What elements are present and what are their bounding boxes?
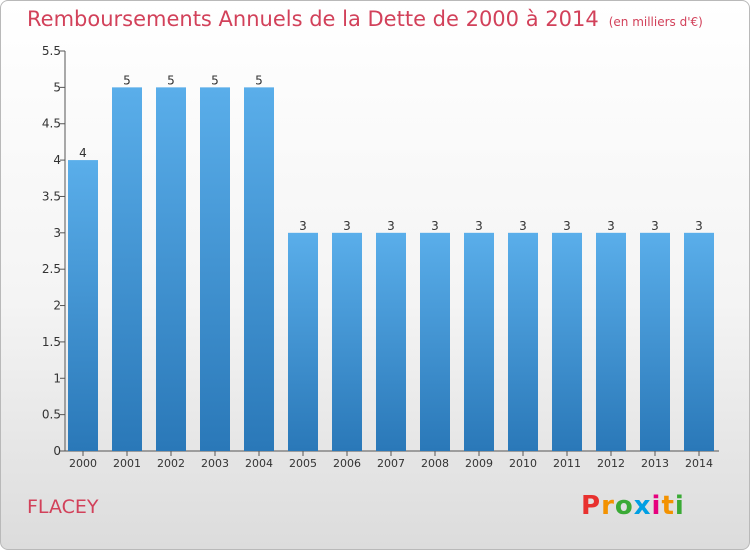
bar	[596, 232, 626, 451]
x-tick-label: 2005	[289, 457, 317, 470]
bar	[156, 87, 186, 451]
y-tick-label: 3	[53, 226, 61, 240]
y-tick-label: 5.5	[42, 44, 61, 58]
bar	[640, 232, 670, 451]
bar	[112, 87, 142, 451]
x-tick-label: 2010	[509, 457, 537, 470]
logo-letter: i	[674, 491, 685, 521]
bar-value-label: 5	[123, 73, 131, 87]
x-tick-label: 2006	[333, 457, 361, 470]
bar-value-label: 3	[695, 219, 703, 233]
bar-value-label: 3	[519, 219, 527, 233]
y-tick-label: 5	[53, 80, 61, 94]
y-tick-label: 1	[53, 371, 61, 385]
bar	[288, 232, 318, 451]
y-tick-label: 0	[53, 444, 61, 458]
bar-value-label: 3	[607, 219, 615, 233]
bar-value-label: 5	[255, 73, 263, 87]
bar-value-label: 3	[475, 219, 483, 233]
y-tick-label: 1.5	[42, 335, 61, 349]
x-tick-label: 2004	[245, 457, 273, 470]
logo-letter: r	[601, 491, 615, 521]
bar-value-label: 3	[343, 219, 351, 233]
chart-title: Remboursements Annuels de la Dette de 20…	[27, 7, 703, 31]
bar	[244, 87, 274, 451]
x-tick-label: 2007	[377, 457, 405, 470]
x-tick-label: 2002	[157, 457, 185, 470]
x-tick-label: 2001	[113, 457, 141, 470]
bar-value-label: 5	[211, 73, 219, 87]
y-tick-label: 3.5	[42, 189, 61, 203]
logo-letter: x	[633, 491, 652, 521]
bar-value-label: 3	[563, 219, 571, 233]
bar	[552, 232, 582, 451]
unit-label: (en milliers d'€)	[608, 15, 703, 29]
y-tick-label: 0.5	[42, 408, 61, 422]
logo-letter: P	[581, 491, 602, 521]
logo-letter: t	[661, 491, 675, 521]
x-tick-label: 2011	[553, 457, 581, 470]
x-tick-label: 2003	[201, 457, 229, 470]
x-tick-label: 2000	[69, 457, 97, 470]
bar	[200, 87, 230, 451]
y-tick-label: 4.5	[42, 117, 61, 131]
bar	[684, 232, 714, 451]
bar-value-label: 3	[299, 219, 307, 233]
bar	[68, 160, 98, 451]
proxiti-logo: Proxiti	[581, 491, 685, 521]
x-tick-label: 2013	[641, 457, 669, 470]
bar-value-label: 3	[387, 219, 395, 233]
bar	[420, 232, 450, 451]
logo-letter: i	[651, 491, 662, 521]
bar	[376, 232, 406, 451]
y-tick-label: 4	[53, 153, 61, 167]
x-tick-label: 2009	[465, 457, 493, 470]
x-tick-label: 2014	[685, 457, 713, 470]
bar	[332, 232, 362, 451]
x-tick-label: 2008	[421, 457, 449, 470]
bar-value-label: 3	[651, 219, 659, 233]
bar	[508, 232, 538, 451]
y-tick-label: 2.5	[42, 262, 61, 276]
bar-value-label: 3	[431, 219, 439, 233]
title-text: Remboursements Annuels de la Dette de 20…	[27, 7, 599, 31]
commune-name: FLACEY	[27, 496, 99, 518]
y-tick-label: 2	[53, 299, 61, 313]
logo-letter: o	[614, 491, 634, 521]
bar-value-label: 5	[167, 73, 175, 87]
bar-value-label: 4	[79, 146, 87, 160]
x-tick-label: 2012	[597, 457, 625, 470]
bar	[464, 232, 494, 451]
